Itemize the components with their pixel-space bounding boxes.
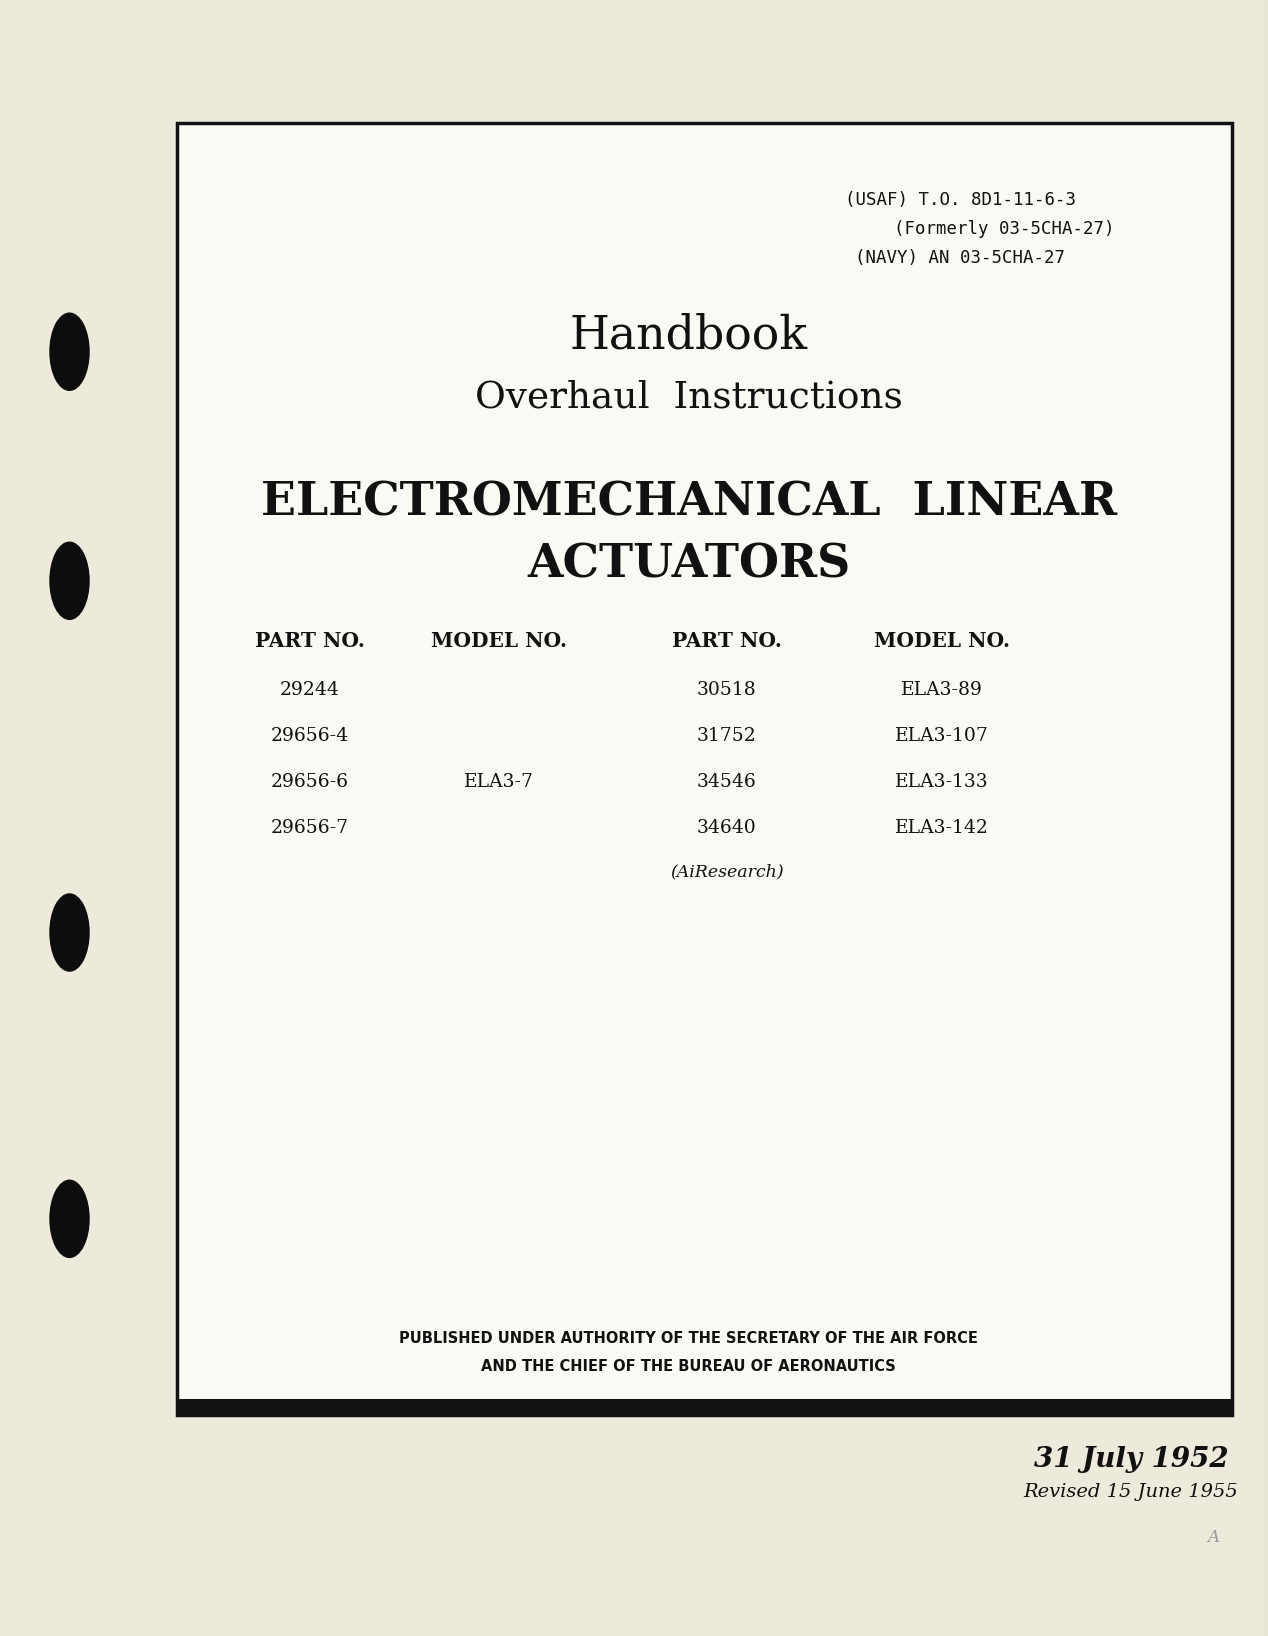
Ellipse shape	[49, 542, 90, 620]
Text: 30518: 30518	[697, 681, 757, 700]
Text: A: A	[1207, 1530, 1220, 1546]
Ellipse shape	[49, 893, 90, 972]
Bar	[178, 123, 1232, 1415]
Text: 29244: 29244	[280, 681, 340, 700]
Text: 29656-7: 29656-7	[270, 818, 349, 838]
Ellipse shape	[49, 1180, 90, 1258]
Text: 29656-6: 29656-6	[270, 772, 349, 792]
Text: PART NO.: PART NO.	[255, 631, 365, 651]
Text: PUBLISHED UNDER AUTHORITY OF THE SECRETARY OF THE AIR FORCE: PUBLISHED UNDER AUTHORITY OF THE SECRETA…	[399, 1330, 978, 1346]
Text: 34640: 34640	[697, 818, 757, 838]
Text: 29656-4: 29656-4	[270, 726, 349, 746]
Text: ELA3-142: ELA3-142	[895, 818, 989, 838]
Text: PART NO.: PART NO.	[672, 631, 781, 651]
Text: ELA3-89: ELA3-89	[900, 681, 983, 700]
Text: ELA3-133: ELA3-133	[895, 772, 988, 792]
Text: ELA3-107: ELA3-107	[895, 726, 989, 746]
Ellipse shape	[49, 312, 90, 391]
Text: AND THE CHIEF OF THE BUREAU OF AERONAUTICS: AND THE CHIEF OF THE BUREAU OF AERONAUTI…	[482, 1358, 896, 1374]
Text: (AiResearch): (AiResearch)	[670, 864, 784, 880]
Text: ELECTROMECHANICAL  LINEAR: ELECTROMECHANICAL LINEAR	[261, 479, 1117, 525]
Text: Overhaul  Instructions: Overhaul Instructions	[476, 380, 903, 416]
Text: (Formerly 03-5CHA-27): (Formerly 03-5CHA-27)	[894, 219, 1115, 239]
Text: MODEL NO.: MODEL NO.	[431, 631, 567, 651]
Text: (NAVY) AN 03-5CHA-27: (NAVY) AN 03-5CHA-27	[856, 249, 1065, 268]
Text: 31752: 31752	[697, 726, 757, 746]
Bar	[178, 1399, 1232, 1415]
Text: 34546: 34546	[697, 772, 757, 792]
Text: MODEL NO.: MODEL NO.	[874, 631, 1009, 651]
Text: 31 July 1952: 31 July 1952	[1033, 1446, 1229, 1472]
Text: ACTUATORS: ACTUATORS	[527, 542, 851, 587]
Text: ELA3-7: ELA3-7	[464, 772, 534, 792]
Text: (USAF) T.O. 8D1-11-6-3: (USAF) T.O. 8D1-11-6-3	[844, 190, 1077, 209]
Text: Revised 15 June 1955: Revised 15 June 1955	[1023, 1482, 1239, 1502]
Text: Handbook: Handbook	[569, 312, 808, 358]
